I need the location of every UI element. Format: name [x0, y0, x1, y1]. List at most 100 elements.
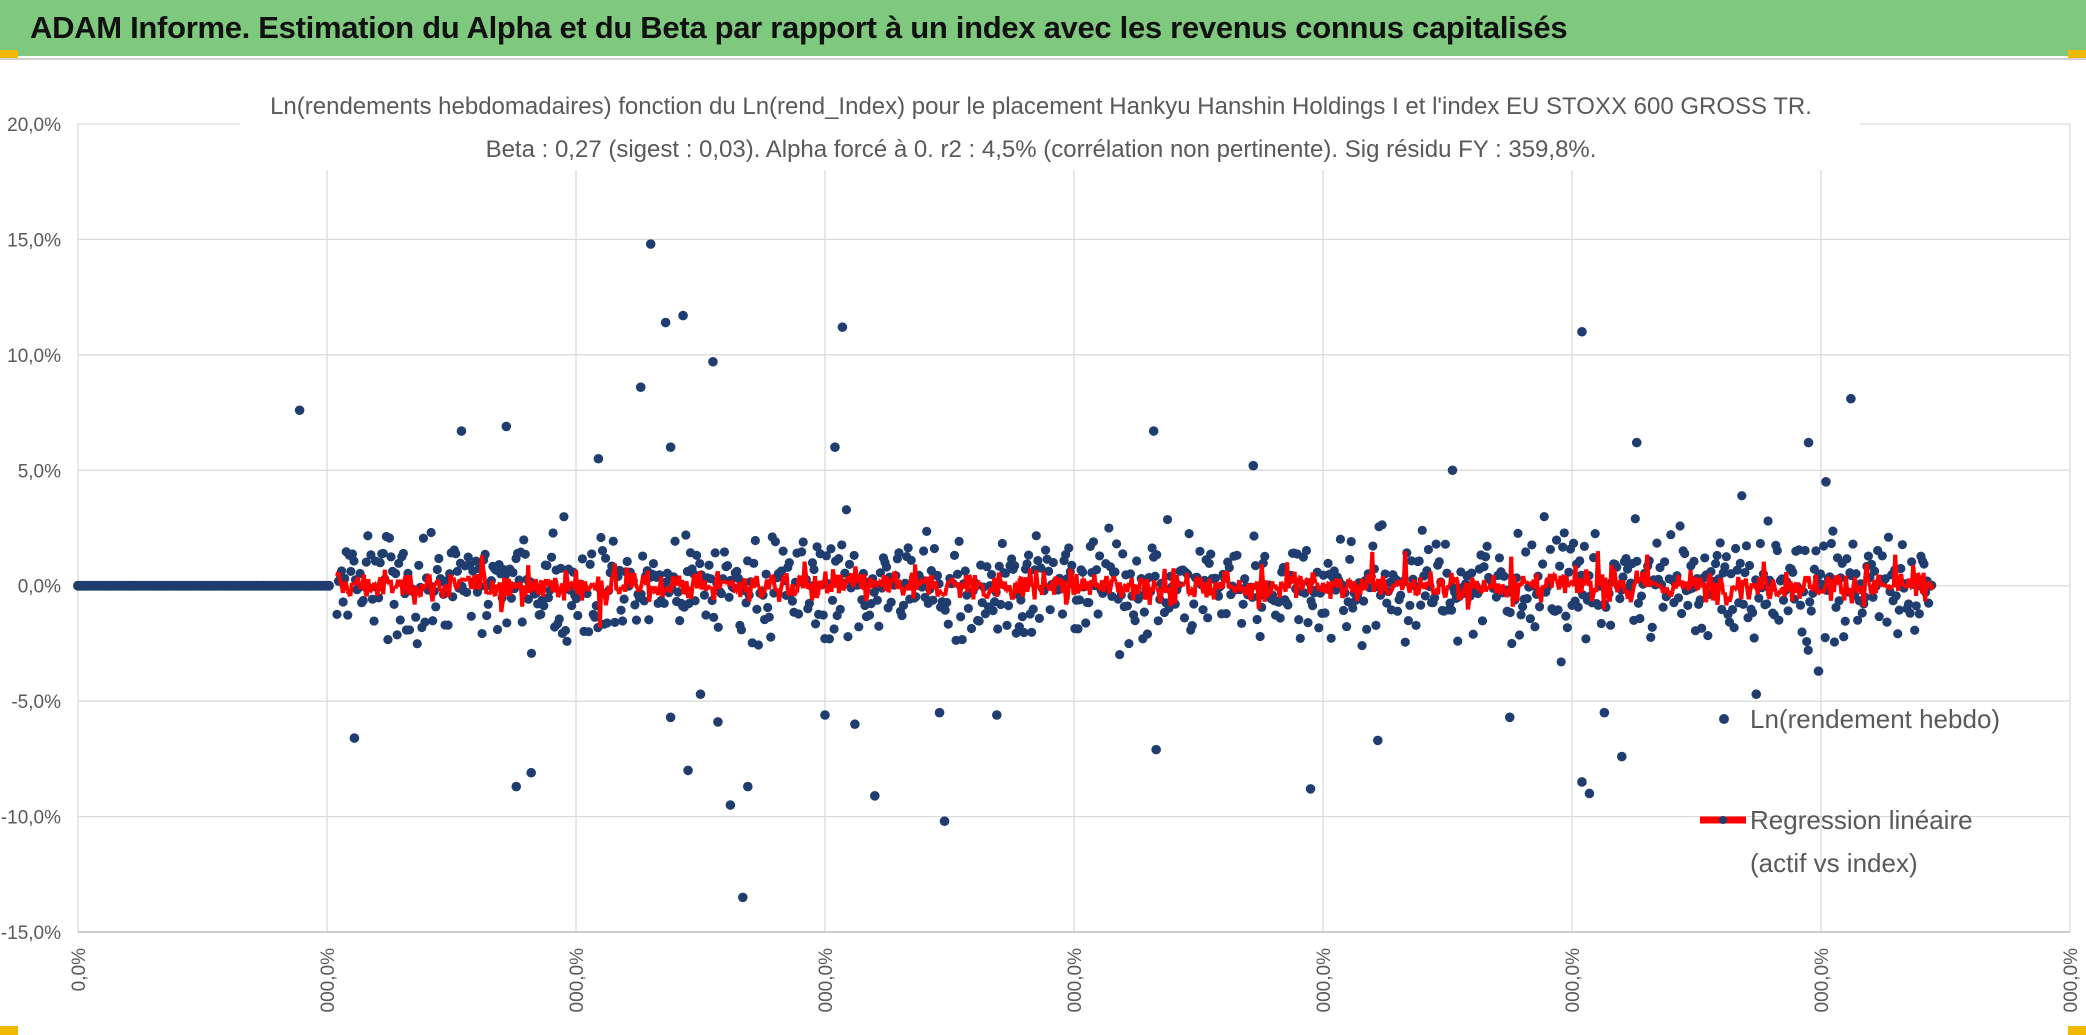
regression-segment — [1814, 574, 1820, 595]
data-point — [1036, 563, 1046, 573]
data-point — [738, 892, 748, 903]
regression-segment — [1757, 576, 1763, 582]
regression-segment — [1155, 586, 1161, 593]
data-point — [1551, 535, 1562, 545]
regression-segment — [368, 589, 373, 594]
legend-marker-regression-point — [1719, 816, 1727, 824]
data-point — [1151, 744, 1161, 755]
data-point — [1148, 426, 1159, 436]
data-point — [1555, 561, 1565, 571]
data-point — [1045, 605, 1055, 615]
regression-segment — [536, 583, 543, 595]
data-point — [1596, 618, 1606, 629]
regression-segment — [1688, 569, 1695, 586]
data-point — [1522, 594, 1532, 604]
data-point — [1774, 615, 1784, 625]
regression-segment — [603, 595, 610, 606]
regression-segment — [1784, 571, 1790, 585]
data-point — [1335, 534, 1346, 544]
data-point — [1735, 558, 1745, 568]
data-point — [1440, 539, 1451, 549]
data-point — [411, 612, 421, 622]
data-point — [1813, 666, 1824, 676]
data-point — [1150, 571, 1160, 581]
data-point — [764, 612, 774, 622]
data-point — [1826, 538, 1836, 549]
regression-segment — [810, 589, 816, 601]
regression-segment — [369, 585, 375, 592]
regression-segment — [1552, 573, 1559, 582]
legend-label-regression-2: (actif vs index) — [1750, 848, 1918, 878]
x-tick-label: 000,0% — [1065, 948, 1086, 1013]
data-point — [986, 569, 997, 580]
regression-segment — [1864, 563, 1871, 583]
data-point — [960, 566, 970, 576]
regression-segment — [1047, 585, 1054, 592]
data-point — [571, 593, 581, 604]
regression-segment — [1597, 580, 1603, 587]
data-point — [1905, 608, 1915, 618]
data-point — [562, 636, 572, 646]
data-point — [645, 239, 656, 249]
regression-segment — [1310, 571, 1316, 578]
regression-segment — [825, 585, 831, 594]
regression-segment — [705, 584, 711, 589]
regression-segment — [336, 571, 342, 581]
data-point — [844, 559, 855, 569]
regression-segment — [1849, 585, 1856, 604]
regression-segment — [1736, 576, 1742, 590]
data-point — [1683, 600, 1693, 610]
data-point — [602, 618, 612, 628]
regression-segment — [1893, 554, 1899, 581]
x-tick-label: 000,0% — [567, 948, 588, 1013]
regression-segment — [761, 591, 766, 596]
regression-segment — [632, 572, 638, 585]
regression-segment — [1707, 573, 1714, 583]
regression-segment — [730, 580, 737, 591]
regression-segment — [1362, 585, 1369, 591]
data-point — [1903, 599, 1914, 609]
regression-segment — [553, 577, 559, 584]
regression-segment — [1861, 575, 1868, 607]
regression-segment — [361, 574, 368, 593]
regression-segment — [1710, 591, 1717, 601]
data-point — [536, 609, 546, 619]
data-point — [1453, 636, 1463, 646]
regression-segment — [1800, 584, 1807, 594]
regression-segment — [977, 579, 981, 585]
regression-segment — [1058, 577, 1064, 585]
regression-segment — [802, 561, 809, 577]
regression-segment — [892, 570, 898, 575]
data-point — [1301, 545, 1312, 556]
data-point — [906, 555, 916, 565]
regression-segment — [1281, 583, 1286, 589]
data-point — [358, 595, 368, 606]
regression-segment — [400, 580, 407, 596]
data-point — [1840, 616, 1850, 626]
regression-segment — [1703, 598, 1709, 603]
regression-segment — [712, 576, 719, 596]
regression-segment — [1454, 576, 1460, 582]
regression-segment — [557, 586, 563, 594]
data-point — [1482, 541, 1492, 551]
data-point — [610, 617, 620, 627]
regression-segment — [1837, 576, 1844, 595]
data-point — [523, 594, 533, 604]
regression-segment — [499, 601, 505, 613]
y-tick-label: 20,0% — [7, 115, 61, 136]
data-point — [903, 543, 913, 553]
data-point — [673, 587, 683, 597]
data-point — [1741, 541, 1752, 551]
data-point — [349, 556, 359, 566]
data-point — [1447, 465, 1458, 476]
regression-segment — [1101, 583, 1107, 593]
data-point — [548, 528, 558, 538]
legend-label-points: Ln(rendement hebdo) — [1750, 704, 2000, 734]
regression-segment — [1078, 578, 1085, 592]
regression-segment — [1000, 585, 1005, 590]
data-point — [1162, 514, 1173, 525]
data-point — [1084, 598, 1094, 608]
data-point — [1430, 593, 1440, 603]
legend-marker-points — [1719, 714, 1729, 724]
